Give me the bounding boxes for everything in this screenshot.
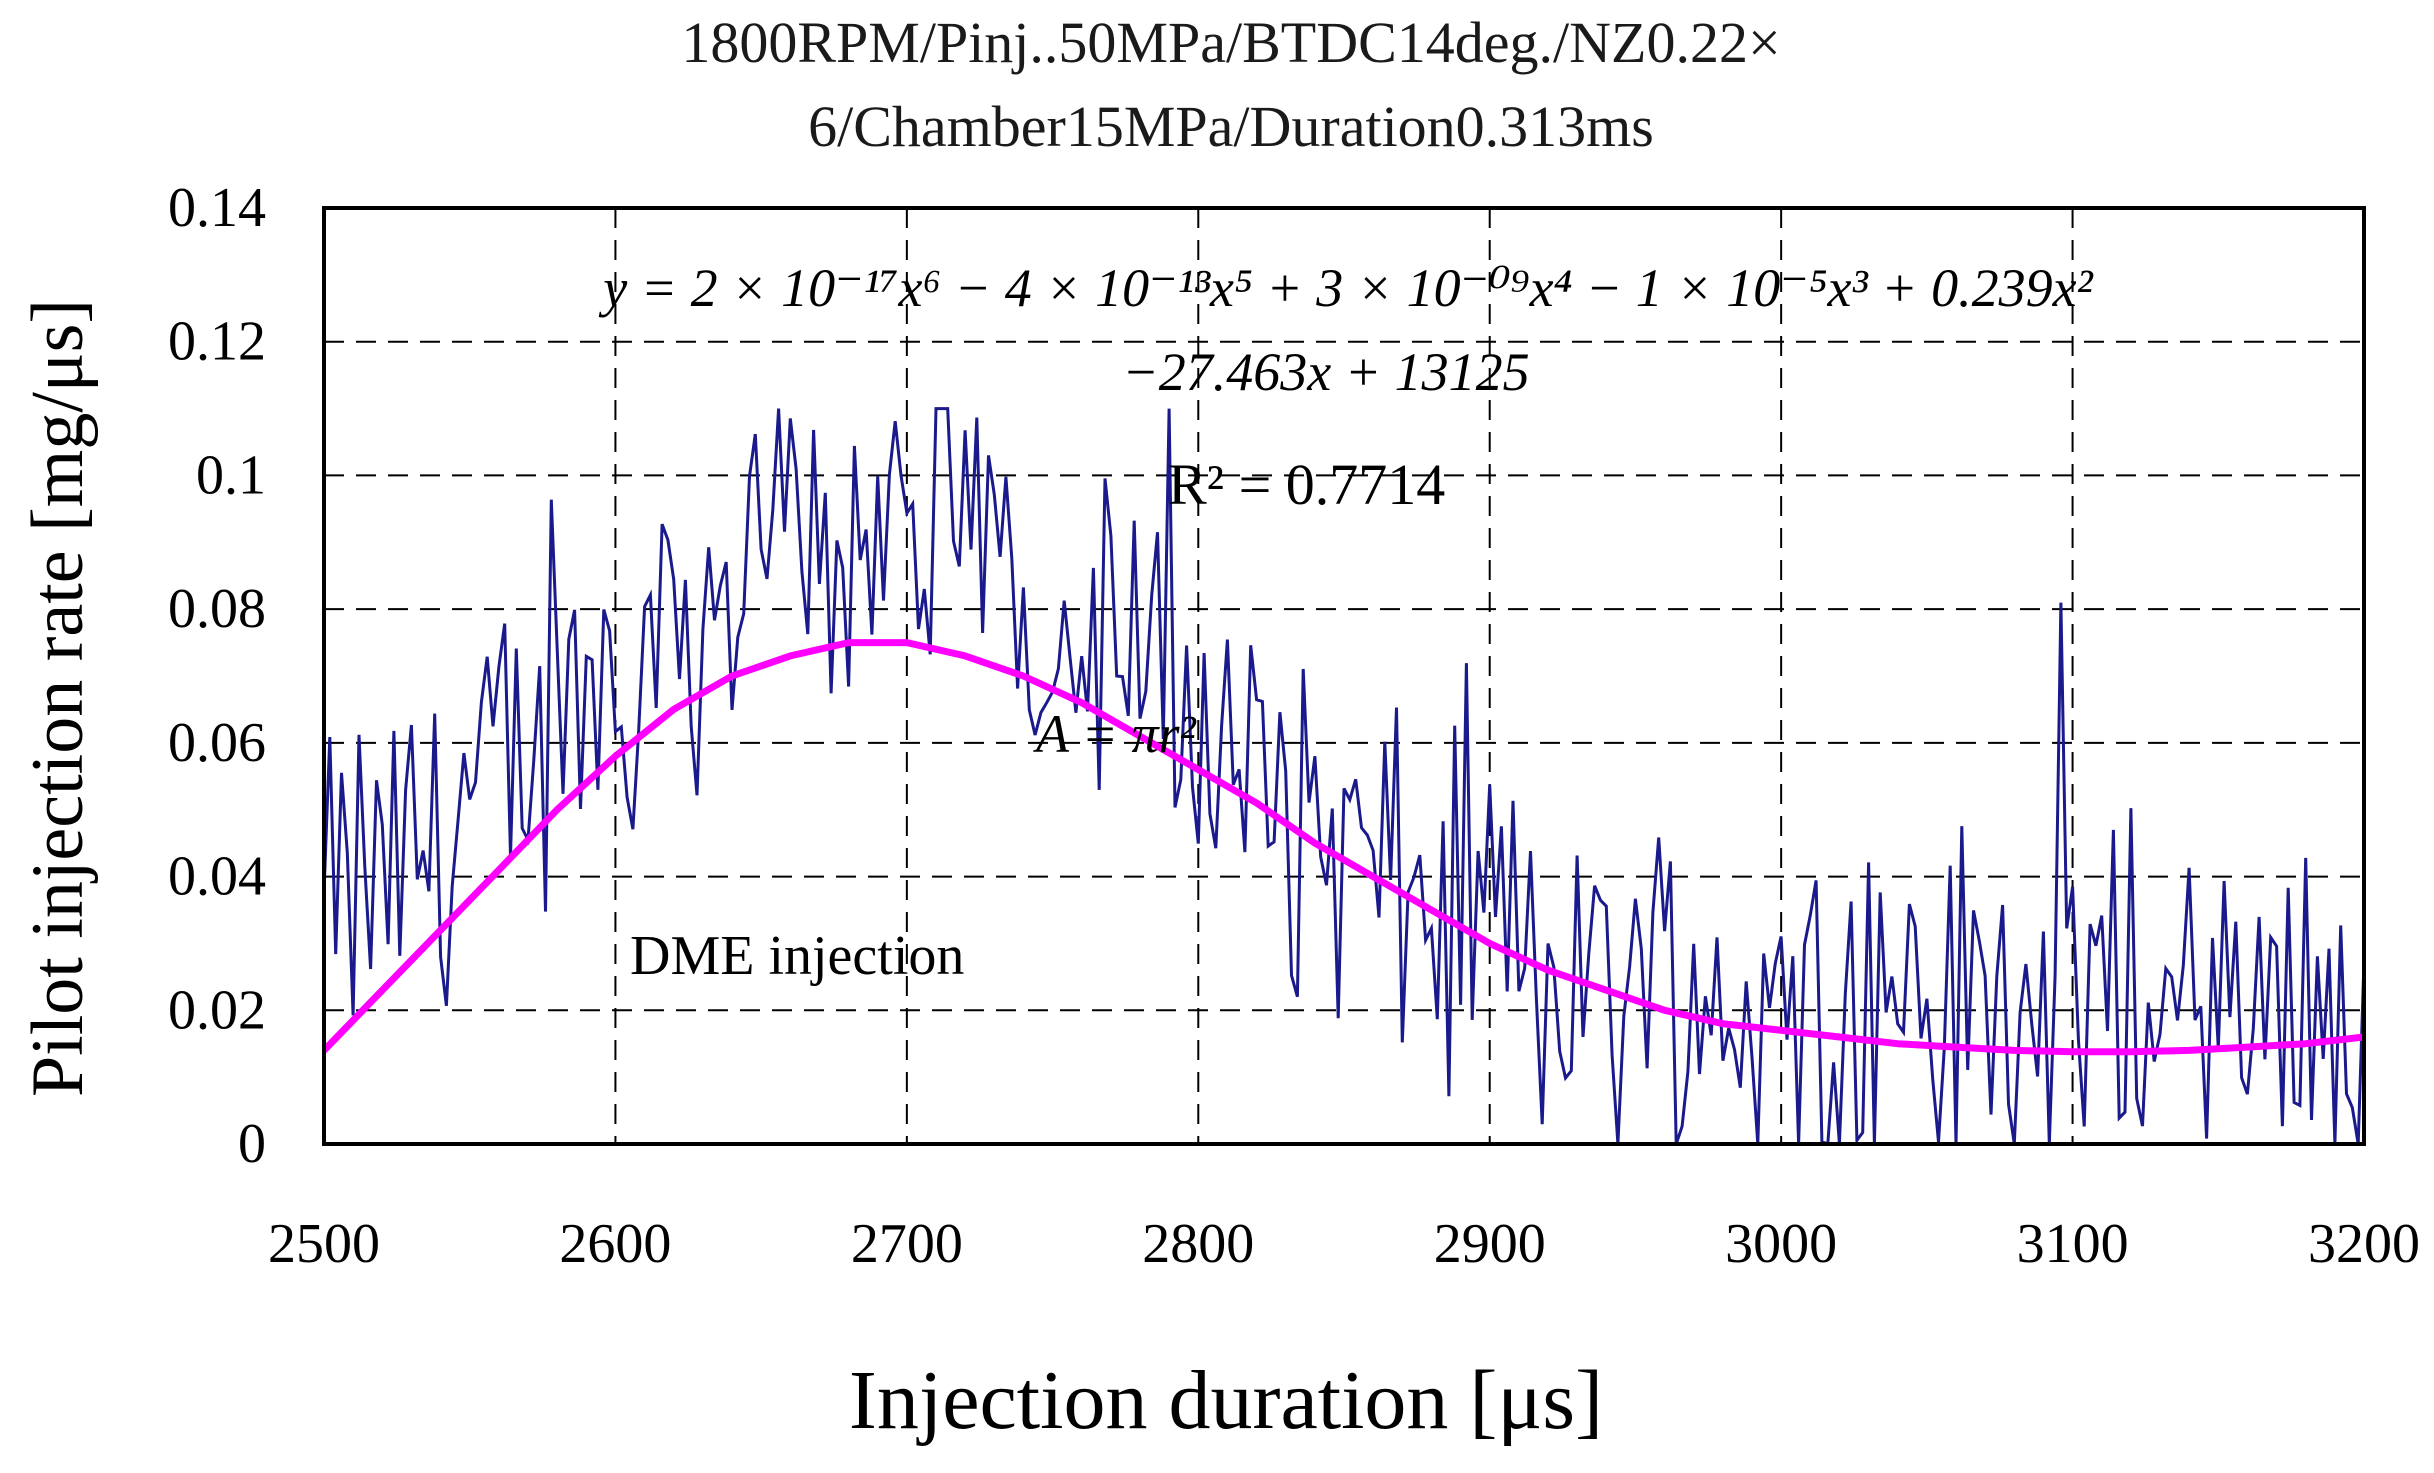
y-axis-label: Pilot injection rate [mg/μs]	[17, 299, 99, 1097]
series-line-fit	[324, 639, 2364, 1056]
x-axis-label: Injection duration [μs]	[849, 1354, 1603, 1447]
y-tick-label: 0.06	[168, 712, 266, 774]
x-tick-label: 2700	[851, 1213, 963, 1275]
x-tick-label: 3100	[2017, 1213, 2129, 1275]
y-tick-label: 0.1	[196, 444, 266, 506]
y-tick-label: 0	[238, 1113, 266, 1175]
area-formula-annotation: A = πr²	[1033, 704, 1197, 764]
x-tick-label: 2600	[559, 1213, 671, 1275]
fit-equation-line-2: −27.463x + 13125	[1122, 342, 1529, 402]
x-tick-label: 2800	[1142, 1213, 1254, 1275]
x-tick-labels: 2500 2600 2700 2800 2900 3000 3100 3200	[268, 1213, 2420, 1275]
series-annotation-label: DME injection	[630, 925, 964, 987]
chart-title-line-1: 1800RPM/Pinj..50MPa/BTDC14deg./NZ0.22×	[681, 10, 1780, 75]
grid-lines	[324, 208, 2364, 1144]
y-tick-labels: 0 0.02 0.04 0.06 0.08 0.1 0.12 0.14	[168, 177, 266, 1175]
x-tick-label: 3000	[1725, 1213, 1837, 1275]
plot-area-border	[322, 206, 2366, 1146]
x-tick-label: 2500	[268, 1213, 380, 1275]
chart-title-line-2: 6/Chamber15MPa/Duration0.313ms	[808, 94, 1654, 159]
x-tick-label: 2900	[1434, 1213, 1546, 1275]
x-tick-label: 3200	[2308, 1213, 2420, 1275]
y-tick-label: 0.02	[168, 979, 266, 1041]
r-squared-label: R² = 0.7714	[1168, 452, 1445, 517]
y-tick-label: 0.08	[168, 578, 266, 640]
y-tick-label: 0.12	[168, 311, 266, 373]
fit-equation-line-1: y = 2 × 10⁻¹⁷x⁶ − 4 × 10⁻¹³x⁵ + 3 × 10⁻⁰…	[598, 258, 2093, 318]
series-line-measured	[324, 407, 2364, 1144]
y-tick-label: 0.14	[168, 177, 266, 239]
series-layer	[324, 407, 2364, 1144]
y-tick-label: 0.04	[168, 846, 266, 908]
